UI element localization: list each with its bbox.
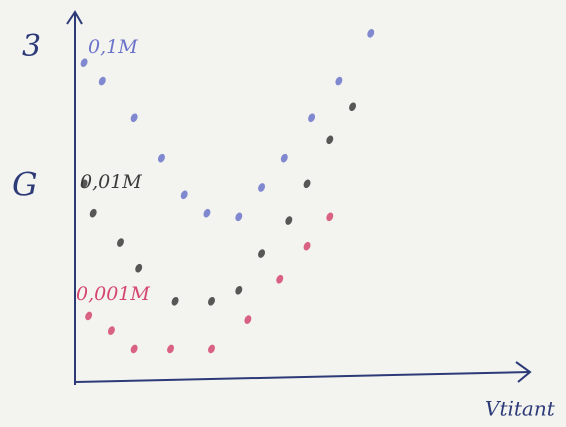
page: 3 G Vtitant 0,1M0,01M0,001M (() => { con… — [0, 0, 566, 427]
series-label: 0,01M — [80, 171, 142, 193]
chart: 3 G Vtitant 0,1M 0,01M 0,001M — [0, 0, 566, 427]
annotation: 3 — [22, 29, 41, 64]
x-axis-label: Vtitant — [485, 397, 556, 421]
series-label: 0,1M — [88, 36, 138, 58]
y-axis-label: G — [12, 166, 38, 204]
series-label: 0,001M — [76, 283, 150, 305]
